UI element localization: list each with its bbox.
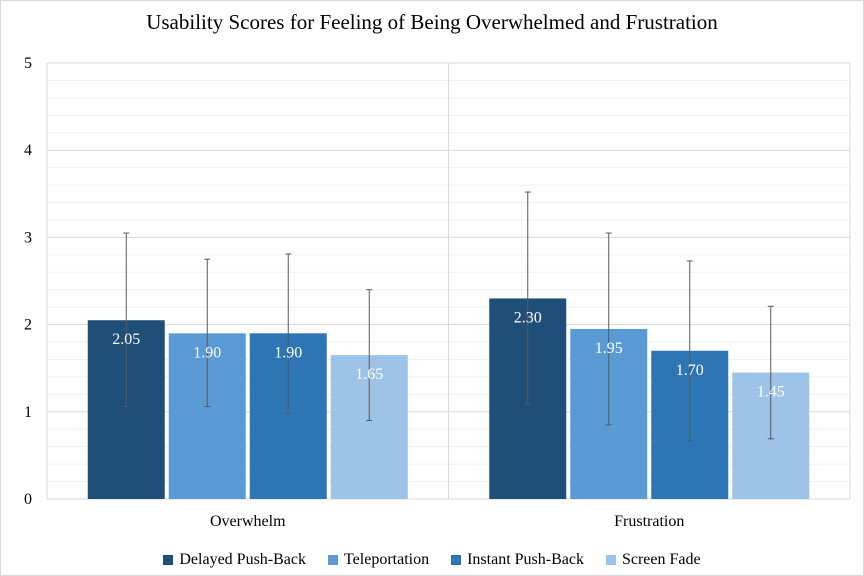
data-label: 1.70 — [676, 362, 704, 379]
data-label: 1.95 — [595, 340, 623, 357]
y-tick-label: 0 — [24, 491, 32, 508]
legend-label: Instant Push-Back — [467, 551, 584, 568]
y-tick-label: 5 — [24, 55, 32, 72]
legend-swatch — [605, 555, 616, 565]
legend-item: Delayed Push-Back — [163, 551, 306, 569]
legend-item: Teleportation — [328, 551, 429, 569]
legend-swatch — [451, 555, 462, 565]
legend-swatch — [328, 555, 339, 565]
data-label: 2.30 — [514, 309, 542, 326]
y-tick-label: 4 — [24, 142, 32, 159]
legend-label: Screen Fade — [621, 551, 701, 568]
data-label: 1.45 — [757, 384, 785, 401]
legend-swatch — [163, 555, 174, 565]
legend-label: Delayed Push-Back — [179, 551, 307, 568]
x-tick-label: Overwhelm — [210, 513, 286, 530]
data-label: 2.05 — [112, 331, 140, 348]
data-label: 1.90 — [274, 344, 302, 361]
data-label: 1.65 — [355, 366, 383, 383]
legend: Delayed Push-Back Teleportation Instant Pu… — [0, 551, 864, 569]
legend-item: Screen Fade — [605, 551, 701, 569]
legend-item: Instant Push-Back — [451, 551, 584, 569]
y-tick-label: 1 — [24, 404, 32, 421]
data-label: 1.90 — [193, 344, 221, 361]
y-tick-label: 2 — [24, 317, 32, 334]
chart-title: Usability Scores for Feeling of Being Ov… — [146, 10, 718, 34]
x-tick-label: Frustration — [614, 513, 684, 530]
y-tick-label: 3 — [24, 229, 32, 246]
legend-label: Teleportation — [344, 551, 430, 568]
